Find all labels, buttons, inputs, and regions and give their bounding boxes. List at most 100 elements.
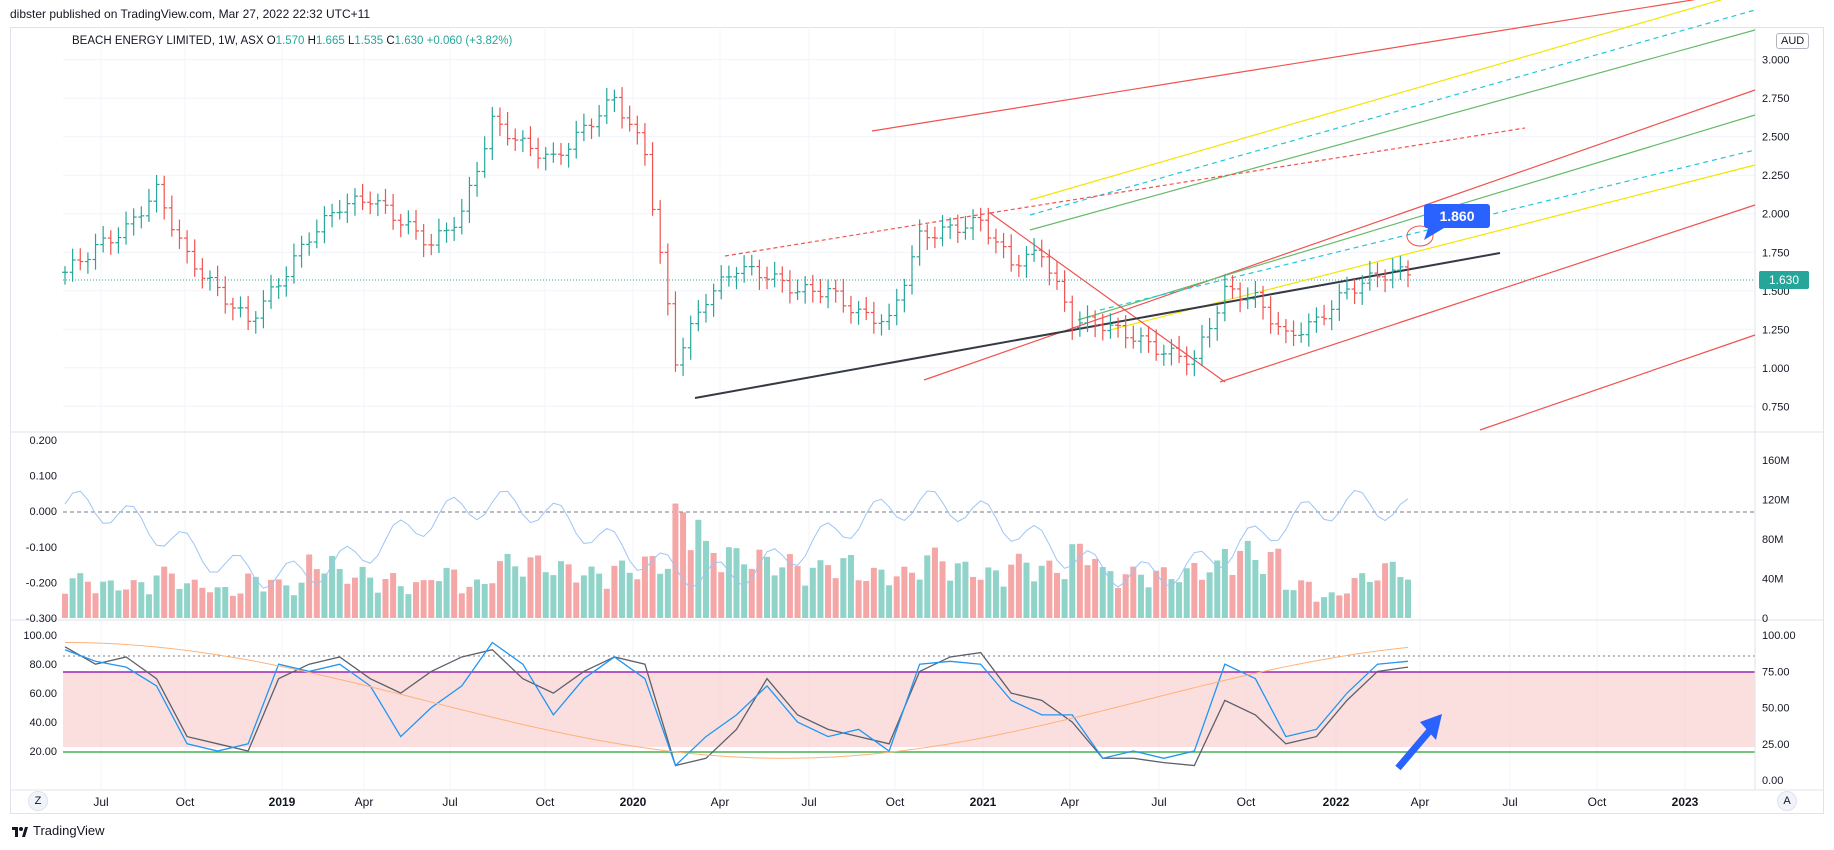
publisher-line: dibster published on TradingView.com, Ma… [10,7,371,21]
time-axis-label: 2023 [1672,795,1699,809]
volume-bar [886,585,893,618]
volume-right-axis-label: 0 [1762,613,1768,625]
rsi-right-axis-label: 75.00 [1762,666,1790,678]
volume-bar [1382,563,1389,618]
tradingview-logo-icon [12,826,28,837]
volume-bar [107,580,114,618]
currency-button[interactable]: AUD [1776,33,1810,49]
volume-bar [252,576,259,618]
volume-bar [588,566,595,618]
pitchfork-lines [694,0,1756,431]
volume-bar [69,578,76,618]
volume-bar [1282,589,1289,618]
volume-bar [863,581,870,618]
volume-bar [306,554,313,618]
volume-bar [550,575,557,618]
volume-bar [1206,572,1213,618]
volume-bar [321,573,328,618]
time-axis-label: Oct [536,795,555,809]
volume-bar [275,579,282,618]
volume-bar [222,587,229,618]
axis-labels: 3.0002.7502.5002.2502.0001.7501.5001.250… [23,55,1795,809]
volume-bar [1214,560,1221,618]
volume-bar [924,555,931,618]
volume-bar [1290,590,1297,618]
volume-bar [519,576,526,618]
volume-bar [260,591,267,618]
volume-bar [1084,565,1091,618]
volume-bar [268,579,275,618]
volume-bar [687,550,694,618]
time-axis-label: Apr [355,795,374,809]
volume-bar [168,573,175,618]
volume-bar [657,573,664,618]
volume-bar [153,575,160,618]
pitchfork-line [1077,114,1756,321]
auto-scale-button[interactable]: A [1777,791,1797,811]
volume-bar [84,581,91,618]
price-axis-label: 2.000 [1762,209,1790,221]
volume-bar [145,594,152,618]
volume-bar [764,556,771,618]
volume-bar [123,589,130,618]
volume-bar [977,579,984,618]
volume-bar [847,554,854,618]
volume-bar [206,592,213,618]
volume-bar [741,564,748,618]
volume-bar [367,577,374,618]
volume-bar [939,561,946,618]
volume-bar [443,567,450,618]
time-axis-label: Oct [176,795,195,809]
volume-bar [1183,568,1190,618]
volume-bar [954,563,961,618]
volume-right-axis-label: 160M [1762,455,1790,467]
volume-bar [1366,582,1373,618]
volume-bar [1252,559,1259,618]
volume-bar [992,570,999,618]
volume-bar [1145,587,1152,618]
time-axis-label: Jul [1151,795,1166,809]
volume-bar [580,575,587,618]
volume-bar [405,594,412,618]
volume-bar [1053,572,1060,618]
time-axis-label: Apr [1411,795,1430,809]
time-axis-label: Oct [886,795,905,809]
volume-bar [634,579,641,618]
volume-bar [1008,564,1015,618]
volume-bar [565,564,572,618]
volume-left-axis-label: -0.100 [26,542,57,554]
volume-bar [603,588,610,618]
volume-bar [680,512,687,618]
callout-pointer [1424,218,1444,240]
volume-bar [184,583,191,618]
time-axis-label: Jul [801,795,816,809]
volume-bar [672,503,679,618]
price-axis-label: 0.750 [1762,401,1790,413]
volume-bar [1130,566,1137,618]
pitchfork-line [989,127,1526,214]
volume-bar [199,587,206,618]
footer-brand[interactable]: TradingView [12,823,105,838]
legend-change: +0.060 (+3.82%) [426,35,513,47]
volume-bar [1229,574,1236,618]
volume-bar [329,555,336,618]
volume-bar [970,576,977,618]
volume-bar [62,593,68,618]
rsi-right-axis-label: 25.00 [1762,739,1790,751]
indicator-lines [64,489,1409,767]
volume-bar [344,583,351,618]
legend-low: 1.535 [354,35,384,47]
volume-bar [466,586,473,618]
symbol-legend: BEACH ENERGY LIMITED, 1W, ASX O1.570 H1.… [72,35,512,47]
volume-bar [1137,574,1144,618]
pitchfork-line [1029,9,1756,216]
target-callout[interactable]: 1.860 [1424,204,1490,228]
volume-right-axis-label: 40M [1762,573,1783,585]
volume-bar [641,556,648,618]
rsi-left-axis-label: 40.00 [29,717,57,729]
volume-bar [290,595,297,618]
volume-bar [756,549,763,618]
zoom-button[interactable]: Z [28,791,48,811]
volume-bar [458,593,465,618]
